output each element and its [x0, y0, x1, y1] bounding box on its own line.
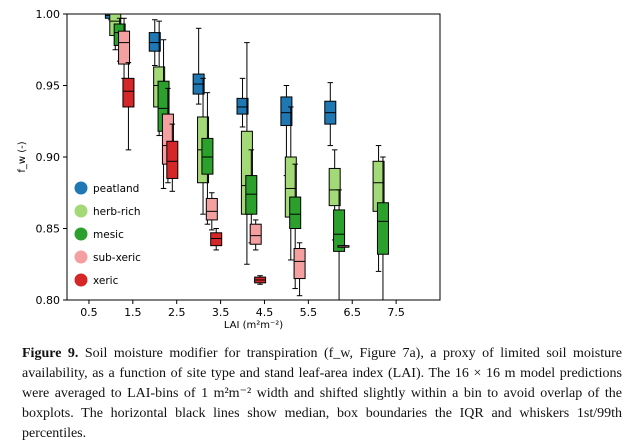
- box-peatland: [148, 32, 161, 52]
- box-sub-xeric: [293, 248, 306, 280]
- box-xeric: [210, 232, 223, 247]
- figure-caption: Figure 9. Soil moisture modifier for tra…: [22, 344, 622, 444]
- x-tick-label: 7.5: [387, 306, 405, 319]
- y-tick-label: 0.85: [36, 223, 61, 236]
- x-tick-label: 1.5: [124, 306, 142, 319]
- x-tick-label: 5.5: [300, 306, 318, 319]
- legend-label: mesic: [93, 229, 124, 241]
- x-tick-label: 4.5: [256, 306, 274, 319]
- legend-label: xeric: [93, 275, 119, 287]
- box-sub-xeric: [118, 30, 131, 65]
- box-sub-xeric: [205, 197, 218, 221]
- legend-marker: [74, 204, 88, 218]
- box-mesic: [376, 202, 389, 255]
- caption-text: Soil moisture modifier for transpiration…: [22, 346, 623, 441]
- legend-marker: [74, 227, 88, 241]
- legend-label: peatland: [93, 183, 139, 195]
- y-axis-label: f_w (-): [17, 141, 28, 172]
- box-mesic: [289, 196, 302, 229]
- box-mesic: [201, 137, 214, 175]
- box-mesic: [245, 175, 258, 215]
- box-peatland: [280, 96, 293, 127]
- legend-marker: [74, 181, 88, 195]
- legend-label: herb-rich: [93, 206, 141, 218]
- y-tick-label: 0.80: [36, 294, 61, 307]
- y-tick-label: 1.00: [36, 8, 61, 21]
- boxplot-chart: 0.80 0.85 0.90 0.95 1.00 0.5 1.5 2.5 3.5 4.5 5.5 6.…: [17, 8, 441, 330]
- legend-marker: [74, 273, 88, 287]
- box-mesic: [333, 209, 346, 252]
- y-tick-label: 0.95: [36, 80, 61, 93]
- x-tick-label: 2.5: [168, 306, 186, 319]
- boxes-group: [104, 14, 389, 300]
- legend-label: sub-xeric: [93, 252, 141, 264]
- x-tick-label: 6.5: [343, 306, 361, 319]
- box-xeric: [122, 77, 135, 108]
- caption-label: Figure 9.: [22, 346, 79, 361]
- box-xeric: [166, 140, 179, 179]
- x-tick-label: 3.5: [212, 306, 230, 319]
- box-herb-rich: [328, 167, 341, 207]
- x-tick-label: 0.5: [80, 306, 98, 319]
- y-tick-label: 0.90: [36, 151, 61, 164]
- box-peatland: [236, 97, 249, 115]
- x-axis-label: LAI (m²m⁻²): [224, 320, 283, 330]
- box-sub-xeric: [249, 223, 262, 245]
- legend-marker: [74, 250, 88, 264]
